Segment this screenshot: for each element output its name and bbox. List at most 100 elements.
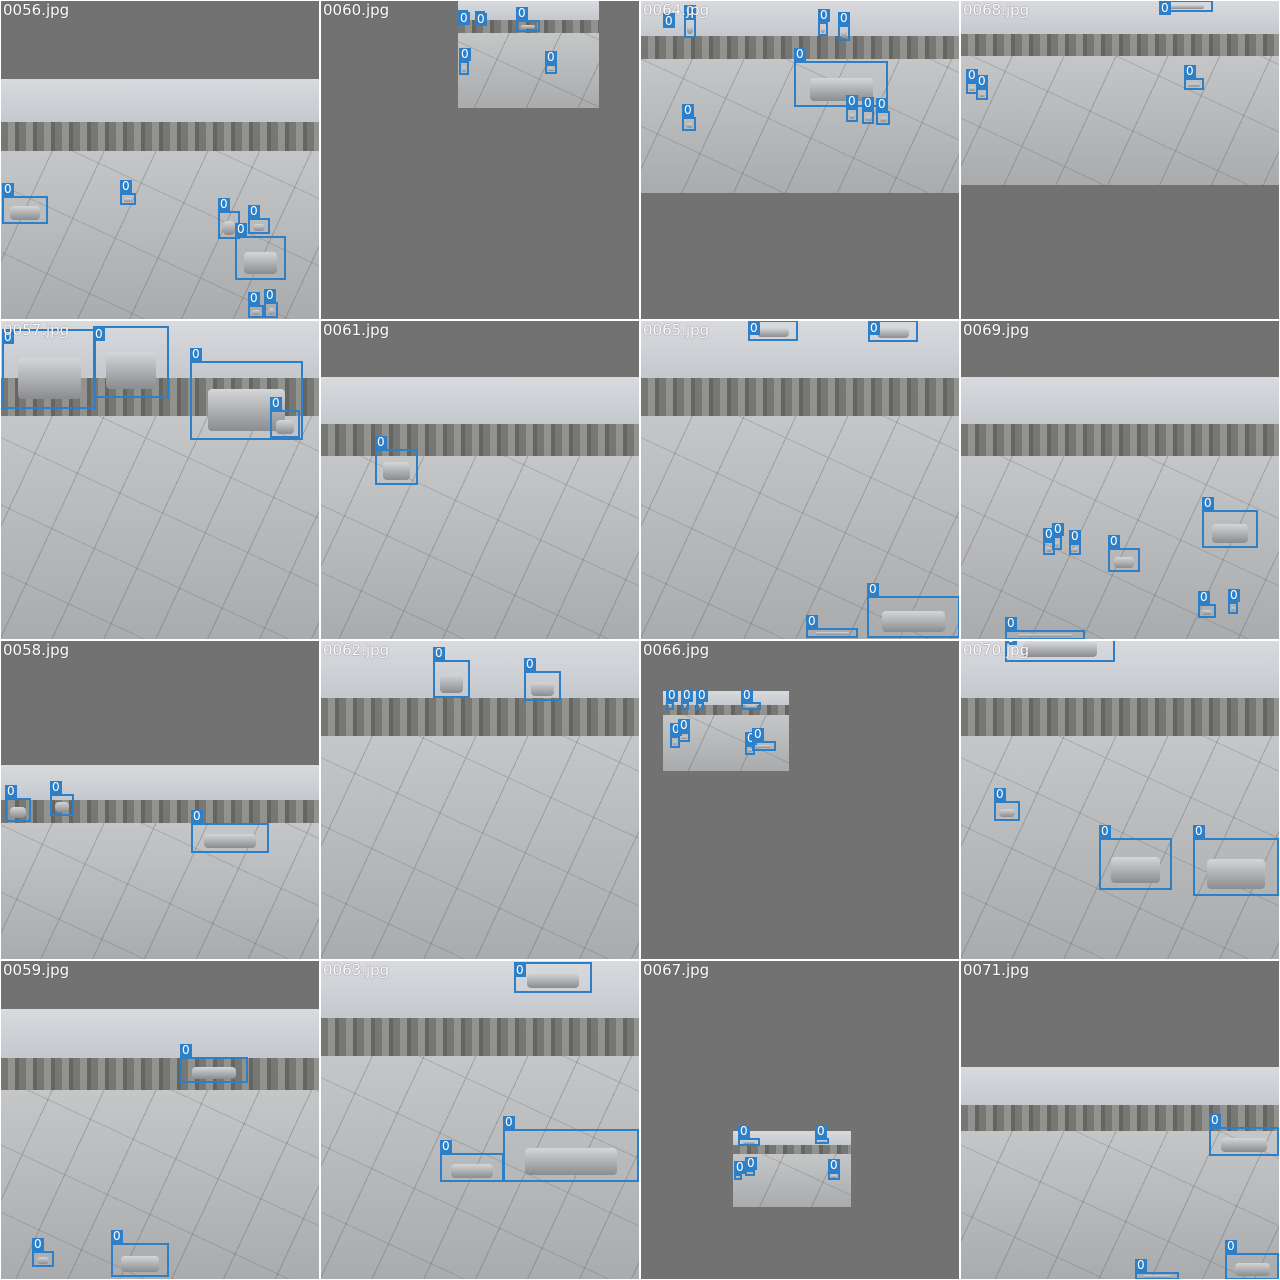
class-label: 0 [375,435,387,449]
vehicle [123,197,133,203]
detection-box: 0 [794,48,888,107]
vehicle [1114,557,1134,568]
class-label: 0 [748,321,760,335]
detection-box: 0 [994,788,1020,821]
class-label: 0 [868,321,880,335]
vehicle [1207,858,1265,889]
class-label: 0 [876,97,888,111]
class-label: 0 [120,179,132,193]
detection-box: 0 [818,9,830,36]
class-label: 0 [1228,588,1240,602]
vehicle [461,66,467,72]
detection-box: 0 [1108,535,1140,572]
mosaic-tile: 0063.jpg 0 0 0 [321,961,639,1279]
vehicle [121,1255,159,1272]
tile-image [321,377,639,639]
tile-filename: 0057.jpg [3,321,70,339]
vehicle [865,115,871,121]
detection-box: 0 [503,1116,639,1182]
class-label: 0 [815,1124,827,1138]
vehicle [1054,541,1060,547]
detection-box: 0 [50,781,74,816]
detection-box: 0 [745,1157,757,1176]
class-label: 0 [93,327,105,341]
class-label: 0 [1052,522,1064,536]
detection-box: 0 [235,223,286,280]
detection-box: 0 [976,75,988,100]
vehicle [105,351,157,390]
detection-box: 0 [516,7,540,32]
detection-box: 0 [475,11,487,26]
mosaic-tile: 0061.jpg 0 [321,321,639,639]
class-label: 0 [1005,641,1017,645]
detection-box: 0 [1159,1,1213,15]
vehicle [521,24,535,30]
detection-box: 0 [433,647,470,698]
vehicle [1168,4,1204,10]
detection-box: 0 [191,810,269,853]
tile-image [1,765,319,959]
class-label: 0 [1099,824,1111,838]
class-label: 0 [745,1156,757,1170]
class-label: 0 [1198,590,1210,604]
vehicle [818,1140,826,1142]
detection-box: 0 [120,180,136,205]
detection-box: 0 [440,1140,504,1182]
tile-filename: 0070.jpg [963,641,1030,659]
detection-box: 0 [741,689,761,710]
class-label: 0 [681,688,693,702]
tile-image [321,641,639,959]
class-label: 0 [1005,616,1017,630]
detection-box: 0 [2,329,96,409]
class-label: 0 [666,688,678,702]
vehicle [681,736,687,740]
class-label: 0 [440,1139,452,1153]
class-label: 0 [248,204,260,218]
vehicle [1202,609,1212,615]
class-label: 0 [458,11,470,25]
detection-box: 0 [111,1230,169,1277]
class-label: 0 [1225,1239,1237,1253]
class-label: 0 [976,74,988,88]
vehicle [879,116,887,122]
tile-filename: 0067.jpg [643,961,710,979]
class-label: 0 [738,1124,750,1138]
class-label: 0 [678,718,690,732]
detection-box: 0 [666,689,678,710]
vehicle [267,308,275,315]
detection-box: 0 [1005,641,1115,662]
class-label: 0 [235,222,247,236]
detection-box: 0 [670,723,682,748]
vehicle [1022,641,1098,658]
tile-filename: 0071.jpg [963,961,1030,979]
vehicle [745,705,757,708]
tile-filename: 0064.jpg [643,1,710,19]
vehicle [527,973,579,989]
vehicle [17,357,81,400]
vehicle [969,86,975,92]
vehicle [841,31,847,38]
class-label: 0 [752,727,764,741]
vehicle [10,206,40,220]
class-label: 0 [994,787,1006,801]
mosaic-tile: 0059.jpg 0 0 0 [1,961,319,1279]
mosaic-tile: 0068.jpg 0 0 0 0 [961,1,1279,319]
detection-box: 0 [1184,65,1204,90]
class-label: 0 [806,614,818,628]
detection-box: 0 [264,289,278,318]
detection-box: 0 [1193,825,1279,896]
detection-box: 0 [93,326,169,398]
detection-box: 0 [828,1159,840,1180]
vehicle [252,224,266,231]
class-label: 0 [663,14,675,28]
mosaic-tile: 0056.jpg 0 0 0 0 0 0 0 [1,1,319,319]
class-label: 0 [248,291,260,305]
class-label: 0 [867,582,879,596]
vehicle [451,1163,493,1178]
vehicle [36,1257,50,1264]
class-label: 0 [1135,1258,1147,1272]
detection-box: 0 [1202,497,1258,548]
class-label: 0 [1043,527,1055,541]
tile-image [961,1,1279,185]
detection-box: 0 [738,1125,760,1146]
